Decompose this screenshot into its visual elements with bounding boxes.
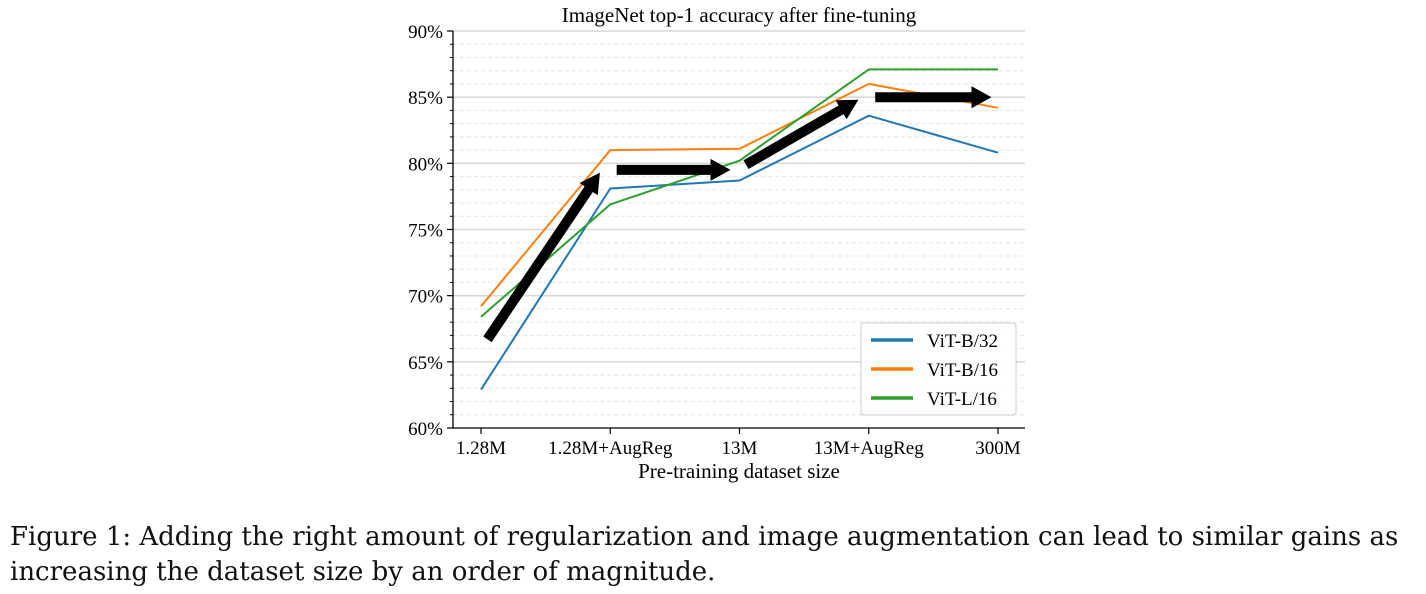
series-line-vit-l-16 — [480, 68, 998, 318]
y-tick-label: 70% — [408, 287, 443, 308]
y-tick-label: 80% — [408, 154, 443, 175]
y-tick-label: 60% — [408, 419, 443, 440]
annotation-arrow — [616, 158, 731, 181]
legend-label: ViT-B/16 — [927, 360, 998, 381]
annotation-arrow — [743, 99, 859, 169]
annotation-arrow — [483, 172, 600, 343]
annotation-arrow — [875, 86, 992, 109]
y-tick-label: 65% — [408, 353, 443, 374]
legend-label: ViT-B/32 — [927, 331, 998, 352]
x-tick-label: 1.28M — [456, 438, 506, 459]
legend: ViT-B/32 ViT-B/16 ViT-L/16 — [860, 322, 1017, 416]
x-tick-label: 1.28M+AugReg — [548, 438, 673, 459]
axes: 60% 65% 70% 75% 80% 85% 90% 1.28M 1.28M+AugReg 13… — [408, 22, 1025, 459]
x-tick-label: 13M+AugReg — [814, 438, 924, 459]
legend-label: ViT-L/16 — [927, 389, 997, 410]
series-lines — [480, 68, 999, 391]
annotation-arrows — [483, 86, 992, 343]
caption-line-2: increasing the dataset size by an order … — [10, 557, 716, 587]
x-tick-label: 300M — [975, 438, 1021, 459]
chart-title: ImageNet top-1 accuracy after fine-tunin… — [562, 3, 917, 27]
series-line-vit-b-16 — [480, 82, 999, 307]
x-tick-label: 13M — [722, 438, 758, 459]
legend-box — [860, 322, 1017, 416]
caption-line-1: Figure 1: Adding the right amount of reg… — [10, 522, 1399, 552]
x-axis-label: Pre-training dataset size — [638, 459, 840, 483]
figure-caption: Figure 1: Adding the right amount of reg… — [10, 520, 1420, 590]
y-tick-label: 90% — [408, 22, 443, 43]
y-tick-label: 85% — [408, 88, 443, 109]
series-line-vit-b-32 — [480, 114, 999, 391]
y-tick-label: 75% — [408, 221, 443, 242]
